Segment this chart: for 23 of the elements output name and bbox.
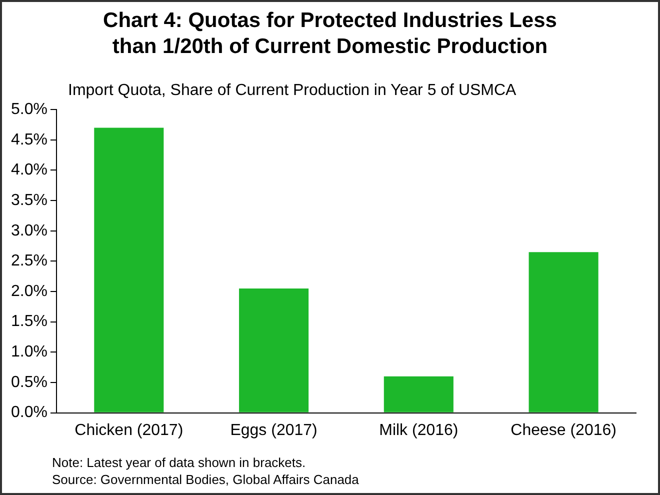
bar [528,252,598,412]
y-tick-label: 2.5% [11,252,48,270]
x-tick-label: Milk (2016) [379,422,458,439]
y-tick-label: 4.5% [11,131,48,148]
y-tick-label: 2.0% [11,282,48,300]
y-tick-label: 1.5% [11,313,48,330]
y-tick-label: 3.5% [11,192,48,209]
source-note: Source: Governmental Bodies, Global Affairs Canada [52,471,359,488]
y-tick-label: 3.0% [11,222,48,240]
y-tick-label: 0.5% [11,374,48,391]
bar [384,376,454,412]
x-tick-label: Cheese (2016) [510,422,616,439]
bar [94,128,164,412]
x-tick-label: Chicken (2017) [74,422,184,439]
x-tick-label: Eggs (2017) [230,422,318,439]
y-tick-label: 0.0% [11,404,48,422]
chart-title: Chart 4: Quotas for Protected Industries Less than 1/20th of Current Domestic Production [102,8,558,60]
y-tick-label: 1.0% [11,344,48,361]
bar [239,288,309,412]
y-tick-label: 4.0% [11,162,48,179]
y-tick-label: 5.0% [11,101,48,118]
chart-subtitle: Import Quota, Share of Current Production in Year 5 of USMCA [68,82,516,100]
text: Note: Latest year of data shown in brackets. [52,454,307,471]
